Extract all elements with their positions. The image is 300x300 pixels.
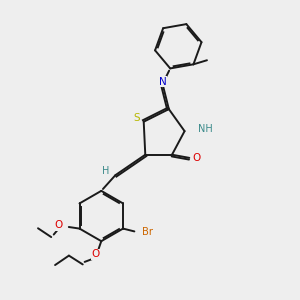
Text: O: O [192,153,201,163]
Text: S: S [134,113,140,123]
Text: O: O [54,220,62,230]
Text: H: H [102,167,109,176]
Text: Br: Br [142,227,153,237]
Text: O: O [92,249,100,260]
Text: N: N [159,77,167,87]
Text: NH: NH [198,124,212,134]
